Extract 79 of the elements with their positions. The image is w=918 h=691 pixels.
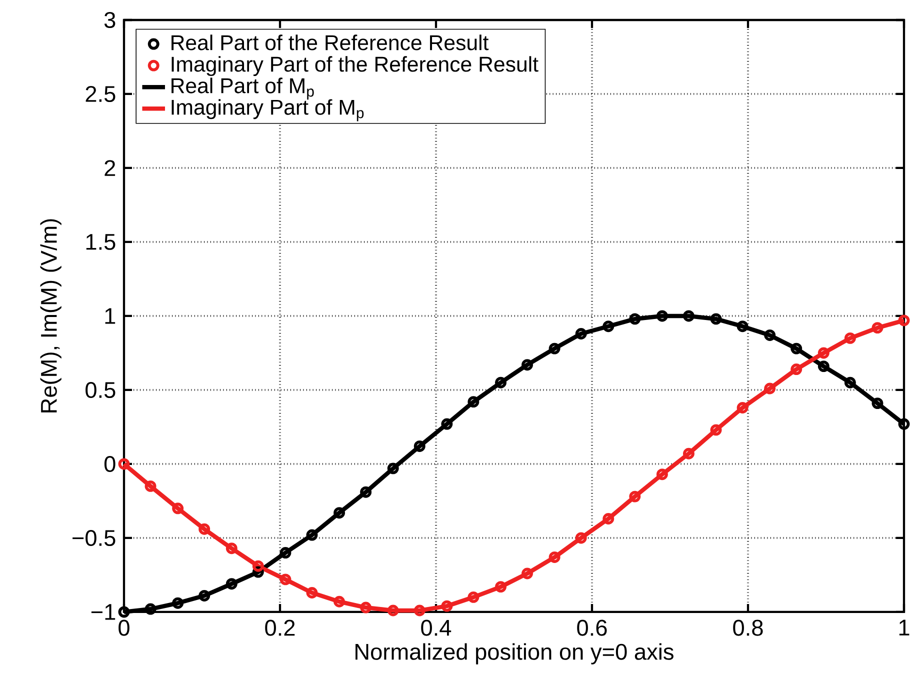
point (682, 310, 694, 322)
point (414, 440, 426, 452)
point (575, 328, 587, 340)
point (790, 342, 802, 354)
y-tick-label: 0 (104, 456, 116, 472)
point (252, 560, 264, 572)
point (495, 376, 506, 388)
point (710, 313, 722, 325)
point (172, 502, 184, 514)
point (468, 591, 480, 603)
point (522, 359, 533, 371)
point (602, 513, 614, 524)
point (306, 587, 318, 598)
point (764, 329, 776, 341)
point (844, 332, 856, 344)
legend-label: Real Part of the Reference Result (172, 34, 489, 50)
point (118, 458, 130, 470)
y-tick-label: 3 (104, 12, 116, 28)
point (280, 574, 292, 586)
point (548, 342, 560, 354)
point (818, 347, 830, 359)
x-tick-label: 0.2 (265, 620, 295, 636)
point (629, 490, 641, 502)
point (226, 542, 238, 554)
x-tick-label: 0.4 (421, 620, 452, 636)
point (144, 480, 156, 492)
point (602, 320, 614, 332)
point (575, 532, 587, 544)
legend-label: Imaginary Part of the Reference Result (172, 56, 538, 76)
y-tick-label: 2 (104, 160, 116, 176)
point (764, 382, 776, 394)
point (387, 604, 399, 616)
point (656, 310, 668, 322)
point (818, 360, 830, 372)
point (441, 418, 453, 430)
point (360, 486, 372, 498)
point (468, 396, 480, 408)
point (414, 604, 426, 616)
point (198, 523, 210, 535)
point (387, 462, 399, 474)
point (334, 596, 346, 608)
point (898, 314, 910, 326)
y-tick-label: 1.5 (86, 234, 116, 250)
x-tick-label: 0 (118, 620, 130, 636)
x-tick-label: 1 (899, 620, 910, 636)
point (280, 547, 292, 559)
point (872, 322, 884, 334)
point (334, 507, 346, 519)
point (656, 468, 668, 480)
y-tick-label: −0.5 (72, 530, 116, 546)
x-tick-label: 0.8 (733, 620, 763, 636)
point (495, 581, 506, 593)
point (710, 424, 722, 436)
point (441, 600, 453, 612)
point (872, 398, 884, 410)
point (790, 364, 802, 376)
y-tick-label: −1 (91, 604, 116, 620)
point (736, 320, 748, 332)
x-tick-label: 0.6 (577, 620, 607, 636)
point (629, 313, 641, 325)
point (306, 529, 318, 541)
x-axis-title: Normalized position on y=0 axis (356, 643, 674, 664)
point (198, 590, 210, 602)
point (548, 551, 560, 563)
point (682, 448, 694, 460)
point (522, 568, 533, 580)
y-tick-label: 2.5 (86, 86, 116, 102)
legend-label: Imaginary Part of M$_{p}$ (172, 99, 364, 122)
point (144, 603, 156, 615)
point (898, 418, 910, 430)
point (172, 597, 184, 609)
point (844, 376, 856, 388)
point (736, 402, 748, 414)
y-tick-label: 0.5 (86, 382, 116, 398)
legend-label: Real Part of M$_{p}$ (172, 78, 314, 100)
y-tick-label: 1 (105, 308, 116, 324)
y-axis-title: Re(M), Im(M) (V/m) (40, 219, 62, 412)
point (360, 602, 372, 614)
point (226, 578, 238, 590)
